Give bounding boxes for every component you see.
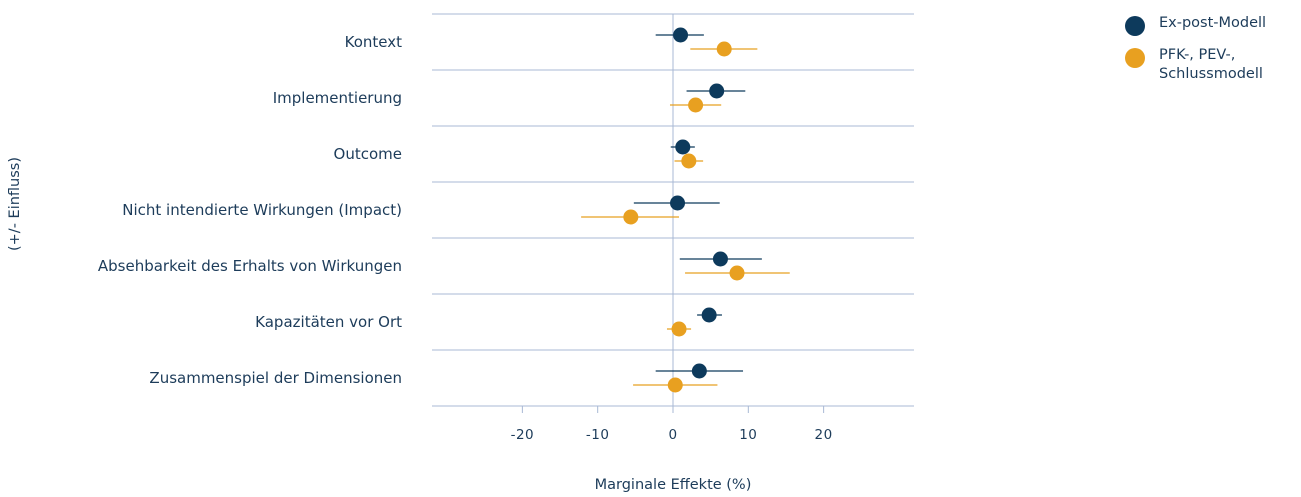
point-estimate [623, 209, 639, 225]
legend-item-ex-post: Ex-post-Modell [1125, 14, 1295, 36]
point-estimate [729, 265, 745, 281]
x-tick-label: -20 [511, 427, 535, 443]
legend-swatch-pfk-pev [1125, 48, 1145, 68]
point-estimate [670, 195, 686, 211]
category-label: Outcome [334, 145, 402, 163]
point-estimate [701, 307, 717, 323]
legend-swatch-ex-post [1125, 16, 1145, 36]
legend: Ex-post-Modell PFK-, PEV-, Schlussmodell [1125, 14, 1295, 94]
legend-label-pfk-pev-line2: Schlussmodell [1159, 66, 1263, 82]
x-tick-label: 0 [668, 427, 677, 443]
point-estimate [709, 83, 725, 99]
point-estimate [673, 27, 689, 43]
category-label: Nicht intendierte Wirkungen (Impact) [122, 201, 402, 219]
x-tick-labels: -20 -10 0 10 20 [511, 406, 833, 443]
legend-label-pfk-pev-line1: PFK-, PEV-, [1159, 47, 1236, 63]
x-tick-label: 20 [815, 427, 833, 443]
point-estimate [691, 363, 707, 379]
category-label: Zusammenspiel der Dimensionen [149, 369, 402, 387]
point-estimate [667, 377, 683, 393]
category-label: Absehbarkeit des Erhalts von Wirkungen [98, 257, 402, 275]
y-axis-title: (+/- Einfluss) [7, 157, 23, 251]
chart-marks [581, 27, 790, 393]
category-label: Implementierung [273, 89, 402, 107]
legend-item-pfk-pev: PFK-, PEV-, Schlussmodell [1125, 46, 1295, 84]
point-estimate [681, 153, 697, 169]
point-estimate [688, 97, 704, 113]
legend-label-pfk-pev: PFK-, PEV-, Schlussmodell [1159, 46, 1263, 84]
category-labels: Kontext Implementierung Outcome Nicht inten… [98, 33, 402, 387]
x-tick-label: -10 [586, 427, 610, 443]
x-tick-label: 10 [739, 427, 757, 443]
category-label: Kapazitäten vor Ort [255, 313, 402, 331]
point-estimate [712, 251, 728, 267]
point-estimate [671, 321, 687, 337]
category-label: Kontext [345, 33, 402, 51]
legend-label-ex-post: Ex-post-Modell [1159, 15, 1267, 31]
x-axis-title: Marginale Effekte (%) [595, 477, 752, 493]
point-estimate [716, 41, 732, 57]
point-estimate [675, 139, 691, 155]
